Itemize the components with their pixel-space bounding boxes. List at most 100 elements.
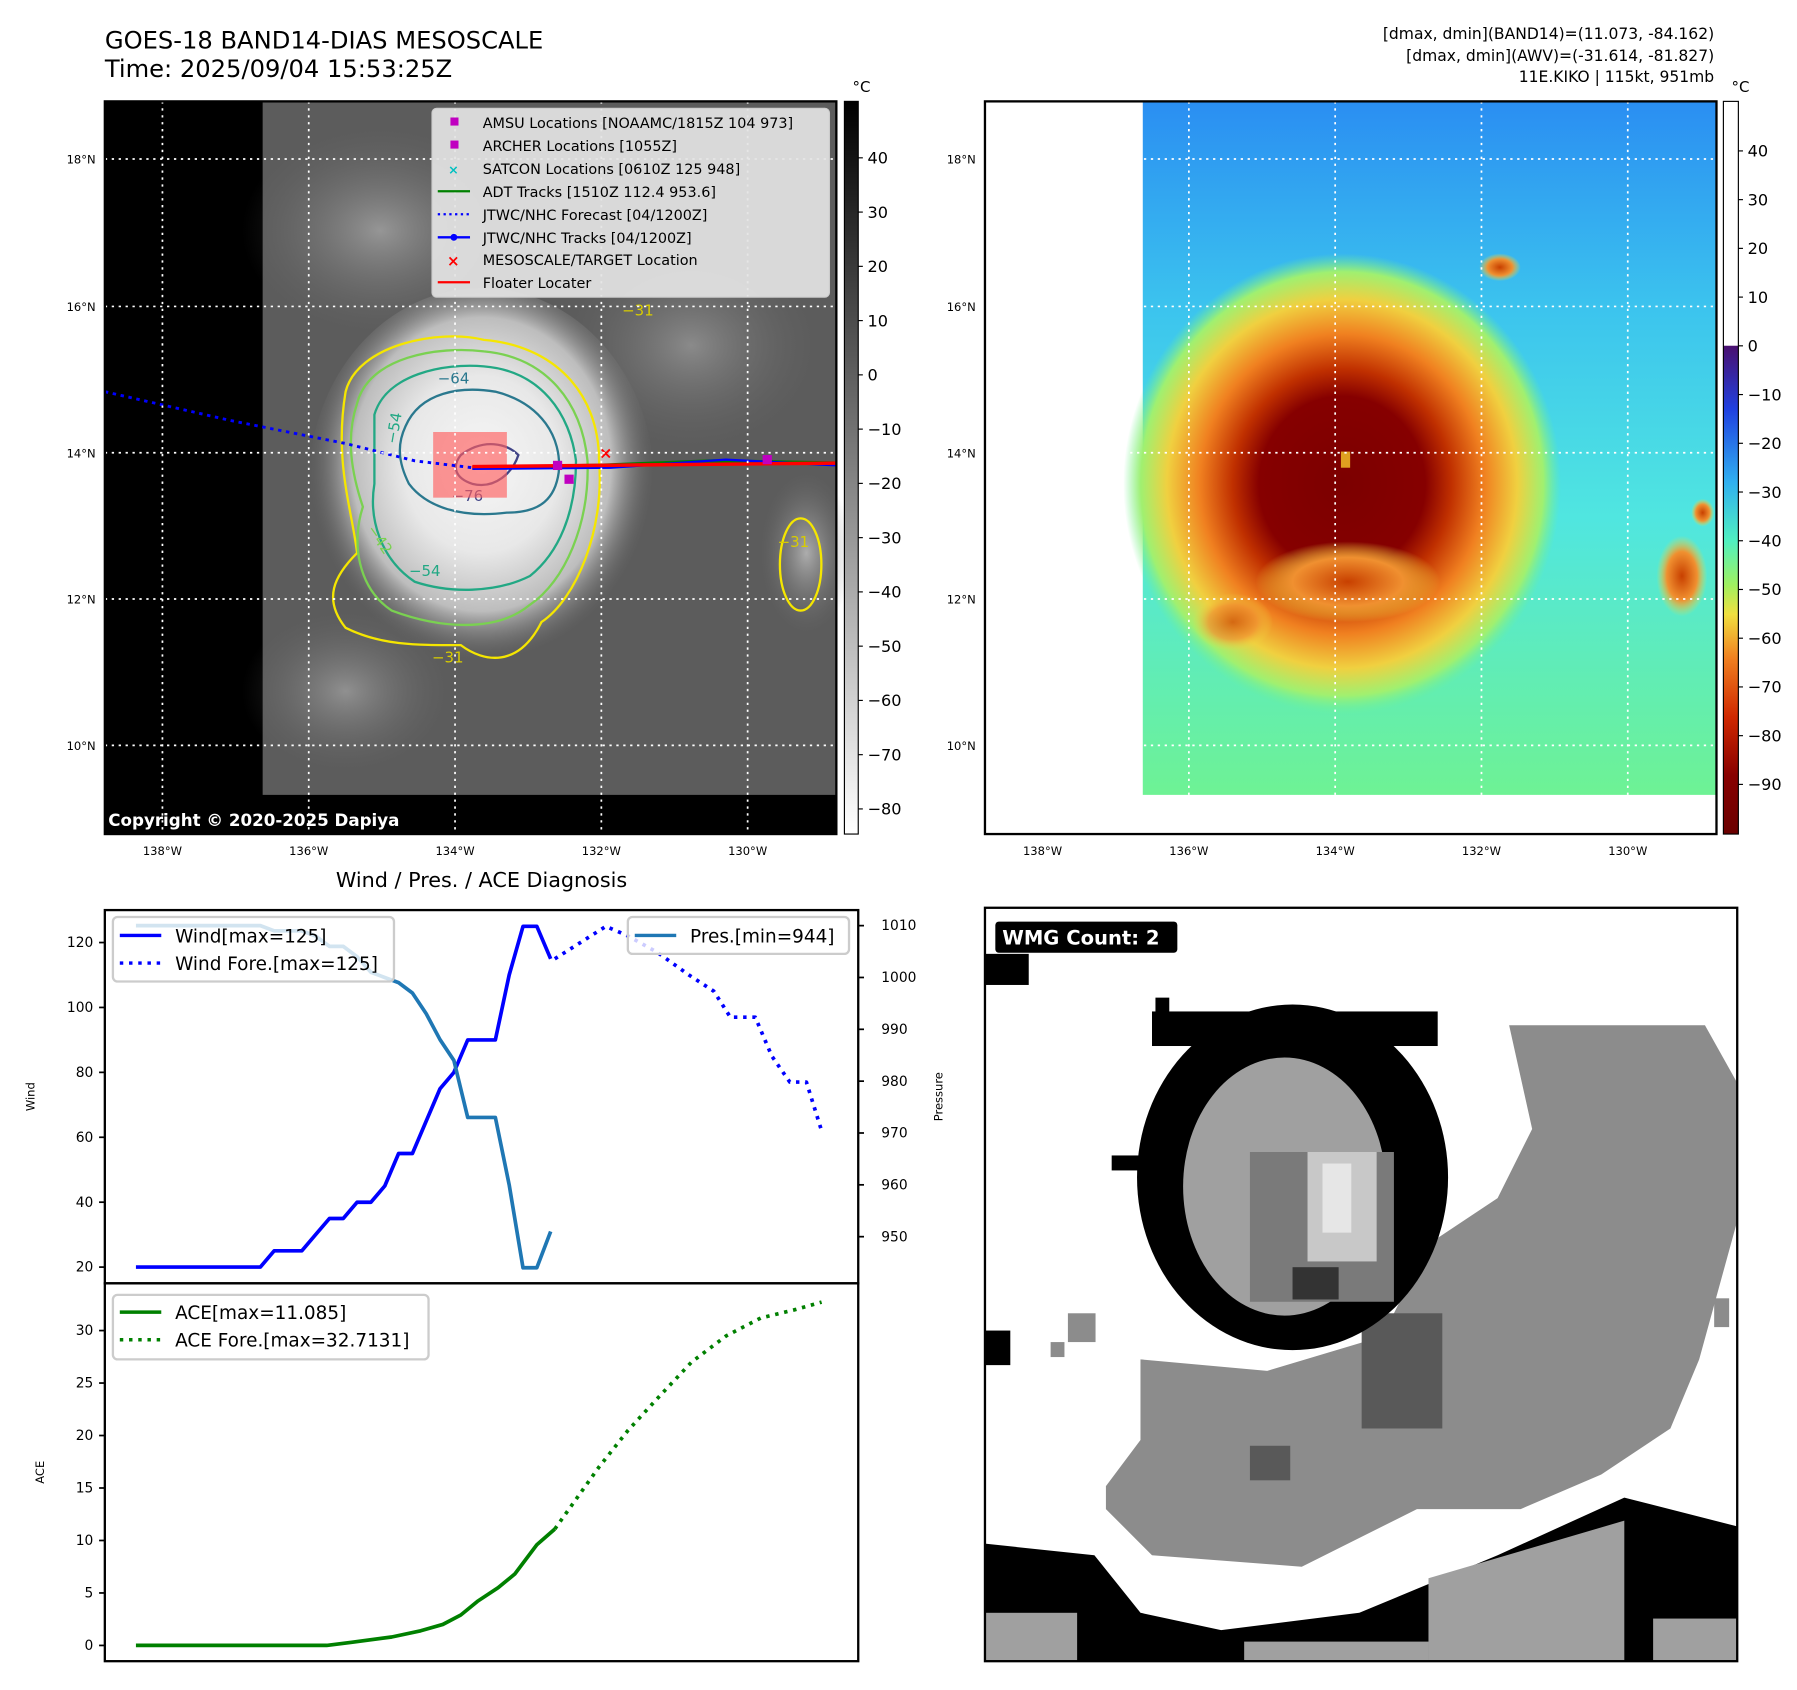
colorbar-tick-label: 0 [867, 366, 877, 385]
wmg-black-cell [1111, 1155, 1140, 1171]
target-x-marker: × [599, 443, 613, 462]
target-legend-icon: × [447, 252, 460, 270]
awv-map-frame [983, 100, 1718, 836]
awv-range: [dmax, dmin](AWV)=(-31.614, -81.827) [1406, 46, 1715, 66]
wmg-black-cell [984, 953, 1029, 985]
title-line-1: GOES-18 BAND14-DIAS MESOSCALE [104, 26, 544, 55]
legend-label: MESOSCALE/TARGET Location [483, 253, 698, 269]
lat-label: 14°N [67, 446, 96, 460]
ir-legend: × × AMSU Locations [NOAAMC/1815Z 104 973… [431, 107, 831, 298]
wmg-grey-band [1428, 1520, 1625, 1662]
ace-series-line [135, 1527, 557, 1648]
lon-label: 130°W [728, 844, 768, 858]
colorbar-tick-label: −60 [1748, 629, 1782, 648]
legend-label: ADT Tracks [1510Z 112.4 953.6] [483, 185, 716, 201]
wmg-count-badge [995, 921, 1178, 953]
colorbar-tick-label: −60 [867, 691, 901, 710]
awv-colorbar-unit: °C [1731, 78, 1749, 96]
awv-convection [1656, 535, 1708, 617]
lon-label: 134°W [1316, 844, 1356, 858]
colorbar-tick-label: −80 [1748, 726, 1782, 745]
y-tick-label: 120 [67, 935, 93, 951]
lat-label: 12°N [67, 593, 96, 607]
wind-axis-label: Wind [24, 1082, 38, 1111]
awv-convection [1479, 253, 1521, 282]
ace-fore-series-line [553, 1300, 823, 1531]
colorbar-tick-label: −70 [1748, 678, 1782, 697]
contour-minus54 [371, 364, 578, 591]
colorbar-tick-label: 20 [867, 257, 888, 276]
colorbar-tick-label: 10 [1748, 288, 1769, 307]
band14-range: [dmax, dmin](BAND14)=(11.073, -84.162) [1382, 25, 1715, 44]
wmg-count-label: WMG Count: 2 [1002, 927, 1159, 950]
colorbar-tick-label: −90 [1748, 775, 1782, 794]
storm-id: 11E.KIKO | 115kt, 951mb [1518, 67, 1715, 87]
y2-tick-label: 980 [881, 1074, 907, 1090]
lat-label: 18°N [947, 153, 976, 167]
archer-marker [564, 474, 574, 484]
ir-colorbar-ticks: 40 30 20 10 0 −10 −20 −30 −40 −50 −60 −70 −80 [858, 149, 901, 819]
colorbar-tick-label: 30 [1748, 190, 1769, 209]
lat-label: 10°N [947, 739, 976, 753]
y2-tick-label: 1000 [881, 970, 916, 986]
wind-series-line [135, 924, 553, 1269]
awv-colorbar [1722, 100, 1739, 835]
wmg-panel: WMG Count: 2 [983, 906, 1739, 1663]
awv-lat-labels: 18°N 16°N 14°N 12°N 10°N [947, 153, 976, 753]
pressure-axis-label: Pressure [931, 1072, 945, 1121]
awv-gridlines [984, 101, 1717, 835]
y2-tick-label: 970 [881, 1126, 907, 1142]
wmg-grey-cell [1050, 1342, 1065, 1358]
pressure-legend: Pres.[min=944] [626, 915, 851, 956]
y2-tick-label: 960 [881, 1177, 907, 1193]
colorbar-tick-label: 40 [867, 149, 888, 168]
wmg-dark-region [1249, 1445, 1291, 1481]
wmg-black-cell [984, 1330, 1011, 1366]
colorbar-tick-label: 10 [867, 311, 888, 330]
colorbar-tick-label: 40 [1748, 142, 1769, 161]
lon-label: 132°W [1462, 844, 1502, 858]
y-tick-label: 40 [76, 1195, 94, 1211]
contour-minus31 [331, 335, 601, 659]
wmg-light-core [1322, 1163, 1352, 1233]
legend-label: JTWC/NHC Forecast [04/1200Z] [482, 208, 708, 224]
ir-colorbar-unit: °C [852, 78, 870, 96]
colorbar-tick-label: −10 [1748, 385, 1782, 404]
ace-plot-frame [103, 1282, 860, 1663]
colorbar-tick-label: −40 [867, 583, 901, 602]
y-tick-label: 25 [76, 1376, 94, 1392]
wind-fore-series-line [553, 924, 824, 1132]
lat-label: 10°N [67, 739, 96, 753]
contour-minus64 [398, 388, 561, 516]
awv-rainband [1255, 541, 1440, 623]
legend-label: Pres.[min=944] [690, 926, 834, 947]
colorbar-tick-label: −70 [867, 745, 901, 764]
legend-label: ACE[max=11.085] [175, 1303, 346, 1324]
amsu-marker [552, 460, 563, 471]
colorbar-tick-label: −80 [867, 800, 901, 819]
lat-label: 16°N [947, 300, 976, 314]
y-tick-label: 20 [76, 1428, 94, 1444]
colorbar-tick-label: −10 [867, 420, 901, 439]
colorbar-tick-label: −20 [1748, 434, 1782, 453]
wind-legend: Wind[max=125] Wind Fore.[max=125] [111, 915, 396, 983]
contour-minus42 [349, 348, 589, 627]
colorbar-tick-label: 20 [1748, 239, 1769, 258]
colorbar-tick-label: −30 [1748, 483, 1782, 502]
lon-label: 138°W [143, 844, 183, 858]
colorbar-tick-label: −20 [867, 474, 901, 493]
colorbar-tick-label: −40 [1748, 532, 1782, 551]
legend-box [111, 1293, 430, 1361]
wmg-dark-region [1361, 1313, 1443, 1429]
satcon-legend-icon: × [448, 162, 459, 177]
awv-colorbar-ticks: 40 30 20 10 0 −10 −20 −30 −40 −50 −60 −70 −80 −90 [1738, 142, 1782, 794]
amsu-marker [762, 455, 772, 465]
legend-label: ACE Fore.[max=32.7131] [175, 1331, 409, 1352]
colorbar-tick-label: −30 [867, 528, 901, 547]
legend-box [626, 915, 851, 956]
copyright-text: Copyright © 2020-2025 Dapiya [108, 810, 399, 830]
colorbar-tick-label: 30 [867, 203, 888, 222]
lon-label: 132°W [582, 844, 622, 858]
wmg-grey-cell [1067, 1313, 1096, 1343]
